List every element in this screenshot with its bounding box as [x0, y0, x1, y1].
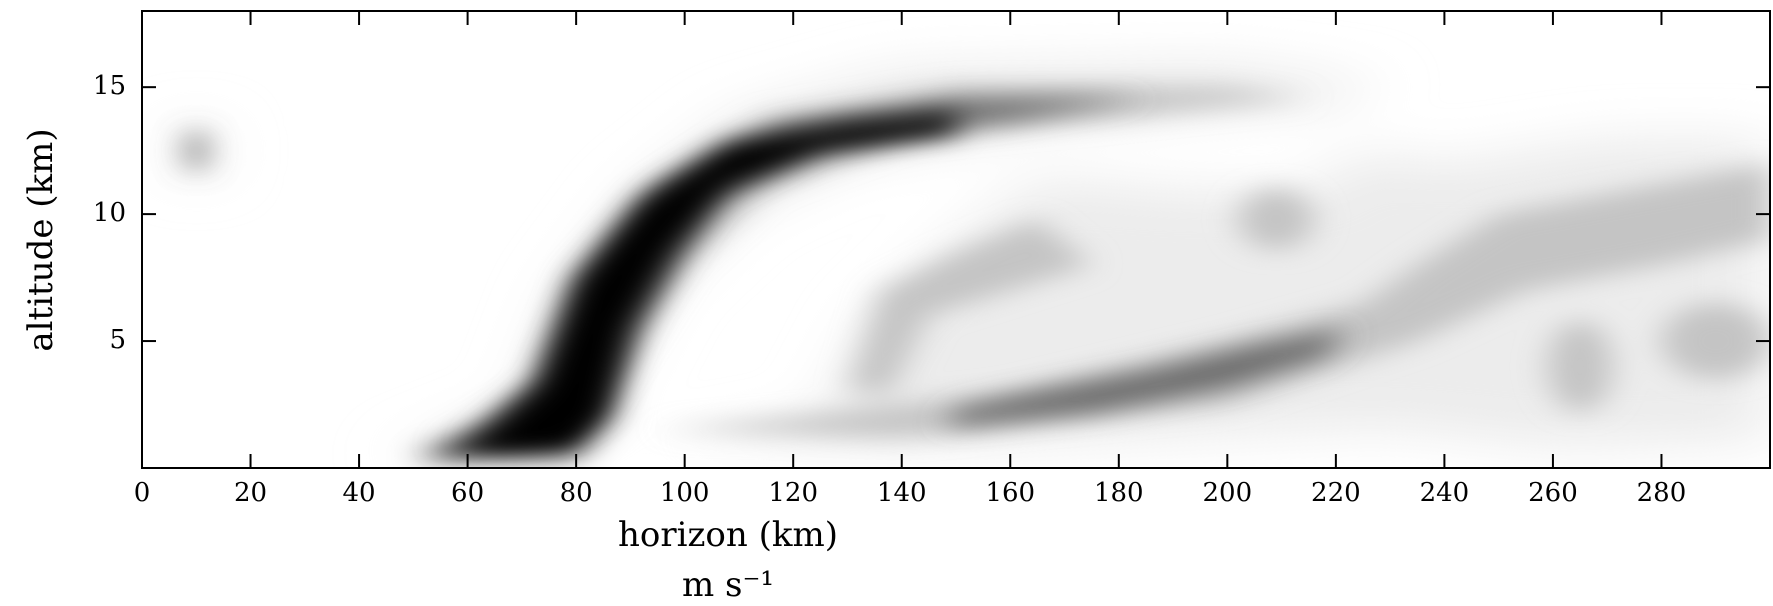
- x-tick-label: 120: [768, 478, 818, 508]
- x-tick-label: 140: [877, 478, 927, 508]
- x-tick-label: 100: [660, 478, 710, 508]
- x-tick-label: 0: [134, 478, 151, 508]
- x-tick-label: 60: [451, 478, 484, 508]
- x-tick-label: 280: [1637, 478, 1687, 508]
- y-tick-label: 10: [93, 198, 126, 228]
- x-tick-label: 40: [343, 478, 376, 508]
- x-tick-label: 200: [1203, 478, 1253, 508]
- units-label: m s⁻¹: [682, 565, 774, 605]
- plot-frame: [141, 10, 1771, 469]
- y-tick-label: 5: [109, 325, 126, 355]
- x-tick-label: 260: [1528, 478, 1578, 508]
- x-tick-label: 220: [1311, 478, 1361, 508]
- x-tick-label: 240: [1420, 478, 1470, 508]
- y-axis-label: altitude (km): [21, 128, 61, 351]
- contour-field: [179, 61, 1770, 458]
- x-tick-label: 80: [560, 478, 593, 508]
- x-axis-label: horizon (km): [618, 515, 838, 555]
- x-tick-label: 160: [985, 478, 1035, 508]
- x-tick-label: 20: [234, 478, 267, 508]
- y-tick-label: 15: [93, 71, 126, 101]
- x-tick-label: 180: [1094, 478, 1144, 508]
